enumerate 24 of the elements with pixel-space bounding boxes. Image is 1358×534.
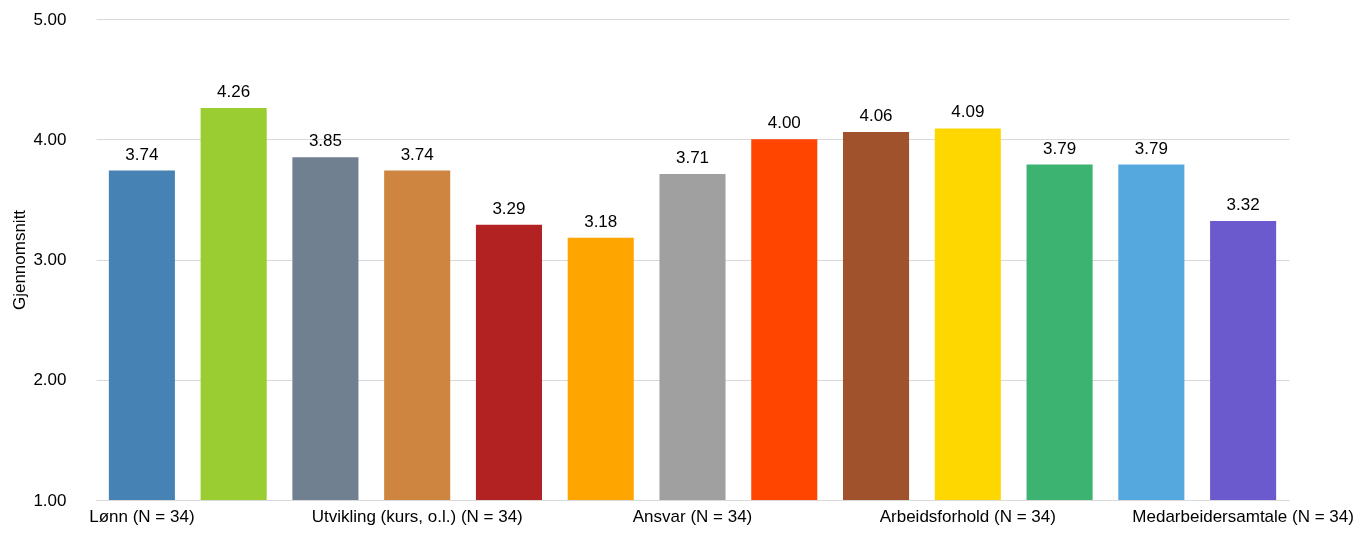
data-label: 3.79 <box>1134 138 1168 158</box>
y-tick-label: 4.00 <box>33 129 67 149</box>
data-label: 4.26 <box>217 81 251 101</box>
y-tick-label: 2.00 <box>33 370 67 390</box>
data-label: 3.71 <box>675 148 710 168</box>
x-tick-label: Utvikling (kurs, o.l.) (N = 34) <box>311 506 523 526</box>
data-label: 4.09 <box>951 102 985 122</box>
data-label: 3.85 <box>308 131 342 151</box>
y-tick-label: 5.00 <box>33 9 67 29</box>
y-tick-label: 3.00 <box>33 250 67 269</box>
data-label: 4.06 <box>859 106 893 126</box>
data-label: 3.74 <box>400 144 434 164</box>
data-label: 3.32 <box>1226 195 1260 215</box>
x-tick-label: Medarbeidersamtale (N = 34) <box>1132 506 1354 526</box>
data-label: 3.79 <box>1043 138 1077 158</box>
data-label: 4.00 <box>767 113 801 133</box>
x-tick-label: Arbeidsforhold (N = 34) <box>879 506 1056 526</box>
y-axis-title: Gjennomsnitt <box>10 209 30 311</box>
y-tick-label: 1.00 <box>33 490 67 510</box>
x-tick-label: Ansvar (N = 34) <box>632 506 753 526</box>
x-tick-label: Lønn (N = 34) <box>89 506 195 526</box>
data-label: 3.29 <box>492 198 526 218</box>
data-label: 3.18 <box>584 211 618 231</box>
data-label: 3.74 <box>125 144 159 164</box>
